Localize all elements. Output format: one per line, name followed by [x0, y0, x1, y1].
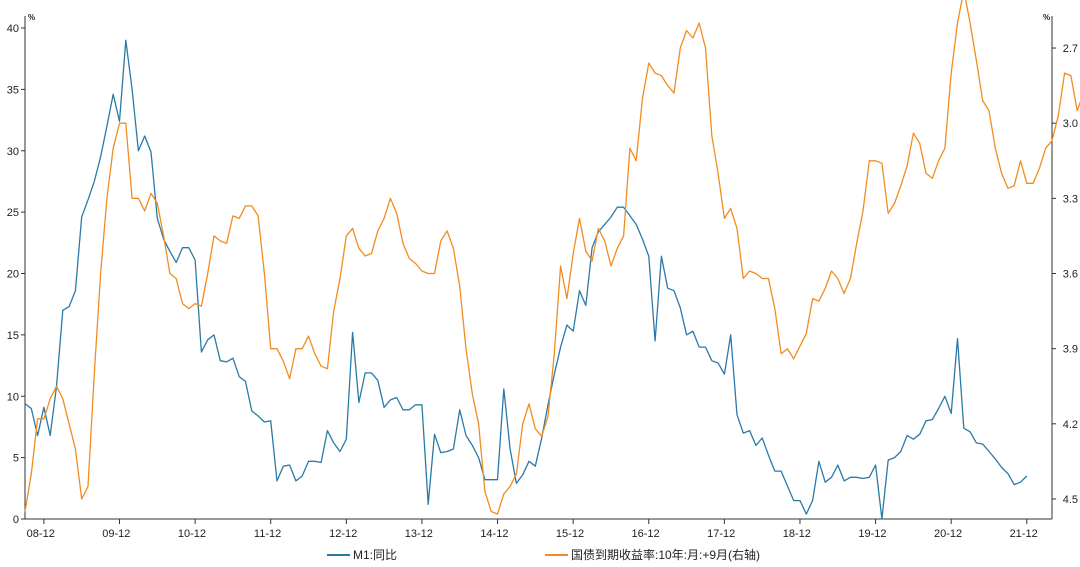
left-y-tick-label: 15 — [7, 330, 19, 342]
legend-label: 国债到期收益率:10年:月:+9月(右轴) — [571, 547, 760, 562]
right-y-tick-label: 4.2 — [1063, 419, 1078, 431]
x-tick-label: 21-12 — [1010, 528, 1038, 540]
left-y-tick-label: 40 — [7, 23, 19, 35]
right-y-tick-label: 3.3 — [1063, 193, 1078, 205]
x-tick-label: 12-12 — [329, 528, 357, 540]
chart-legend: M1:同比 国债到期收益率:10年:月:+9月(右轴) — [327, 547, 760, 562]
x-tick-label: 15-12 — [556, 528, 584, 540]
legend-label: M1:同比 — [353, 548, 397, 562]
left-y-tick-label: 0 — [13, 514, 19, 526]
x-tick-label: 16-12 — [632, 528, 660, 540]
x-tick-label: 17-12 — [707, 528, 735, 540]
left-axis-unit-label: % — [28, 13, 35, 22]
x-tick-label: 10-12 — [178, 528, 206, 540]
right-y-tick-label: 3.9 — [1063, 344, 1078, 356]
chart-series-layer — [24, 0, 1080, 520]
x-tick-label: 14-12 — [480, 528, 508, 540]
x-tick-label: 09-12 — [102, 528, 130, 540]
left-y-tick-label: 5 — [13, 453, 19, 465]
left-y-tick-label: 25 — [7, 207, 19, 219]
x-tick-label: 08-12 — [27, 528, 55, 540]
right-y-tick-label: 3.0 — [1063, 118, 1078, 130]
right-axis-unit-label: % — [1043, 13, 1050, 22]
left-y-tick-label: 30 — [7, 146, 19, 158]
left-y-tick-label: 20 — [7, 269, 19, 281]
series-line-m1-yoy — [24, 39, 1028, 520]
chart-axes: % % 0 5 10 15 20 25 30 35 40 2.7 3.0 3.3 3.6 3.9 4.2 4.5 0… — [7, 13, 1078, 540]
x-tick-label: 11-12 — [254, 528, 281, 540]
left-y-tick-label: 35 — [7, 84, 19, 96]
x-tick-label: 19-12 — [858, 528, 886, 540]
x-tick-label: 13-12 — [405, 528, 433, 540]
right-y-tick-label: 2.7 — [1063, 43, 1078, 55]
right-y-tick-label: 3.6 — [1063, 269, 1078, 281]
series-line-10y-bond-yield — [24, 0, 1080, 515]
x-tick-label: 20-12 — [934, 528, 962, 540]
right-y-tick-label: 4.5 — [1063, 494, 1078, 506]
x-tick-label: 18-12 — [783, 528, 811, 540]
left-y-tick-label: 10 — [7, 391, 19, 403]
